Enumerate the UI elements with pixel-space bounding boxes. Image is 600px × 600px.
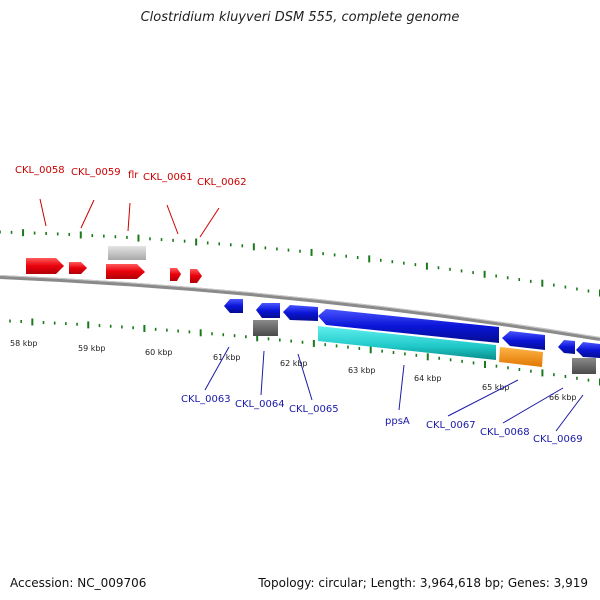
accession-text: Accession: NC_009706 xyxy=(10,576,147,590)
leader-line xyxy=(398,364,405,411)
gene-ckl-0068[interactable] xyxy=(558,340,575,354)
scale-label: 63 kbp xyxy=(348,366,376,375)
gene-ckl-0064[interactable] xyxy=(256,303,280,318)
leader-line xyxy=(166,204,179,235)
reverse-gene-track xyxy=(224,299,600,374)
gene-label-reverse[interactable]: CKL_0067 xyxy=(426,420,476,431)
gene-ckl-0065[interactable] xyxy=(283,305,318,321)
genome-backbone xyxy=(0,275,600,341)
gene-ckl-0063[interactable] xyxy=(224,299,243,313)
scale-label: 64 kbp xyxy=(414,374,442,383)
scale-labels: 58 kbp 59 kbp 60 kbp 61 kbp 62 kbp 63 kbp 64 k… xyxy=(10,339,577,402)
gene-ckl-0062[interactable] xyxy=(190,269,202,283)
scale-label: 62 kbp xyxy=(280,359,308,368)
gene-label-reverse[interactable]: CKL_0065 xyxy=(289,404,339,415)
gene-ckl-0058[interactable] xyxy=(26,258,64,274)
forward-gene-track xyxy=(26,246,202,283)
scale-label: 58 kbp xyxy=(10,339,38,348)
gene-label-reverse[interactable]: CKL_0068 xyxy=(480,427,530,438)
leader-line xyxy=(447,379,519,417)
upper-tick-row xyxy=(0,229,600,297)
cds-ckl-0064-feature[interactable] xyxy=(253,320,278,336)
genome-summary-text: Topology: circular; Length: 3,964,618 bp… xyxy=(258,576,588,590)
gene-flr[interactable] xyxy=(106,264,145,279)
gene-ckl-0069[interactable] xyxy=(576,342,600,358)
gene-label-forward[interactable]: CKL_0058 xyxy=(15,165,65,176)
gene-label-forward[interactable]: CKL_0062 xyxy=(197,177,247,188)
gene-leader-lines xyxy=(39,198,584,432)
cds-ckl-0069-feature[interactable] xyxy=(572,358,596,374)
leader-line xyxy=(39,198,47,227)
gene-label-reverse[interactable]: CKL_0064 xyxy=(235,399,285,410)
gene-ckl-0059[interactable] xyxy=(69,262,87,274)
cds-ckl-0067-feature[interactable] xyxy=(499,347,543,367)
genome-backbone-highlight xyxy=(0,275,600,338)
cds-flr-pseudo[interactable] xyxy=(108,246,146,260)
gene-label-reverse[interactable]: CKL_0063 xyxy=(181,394,231,405)
leader-line xyxy=(127,202,131,232)
gene-label-forward[interactable]: CKL_0059 xyxy=(71,167,121,178)
gene-ckl-0061[interactable] xyxy=(170,268,181,281)
leader-line xyxy=(204,346,230,391)
leader-line xyxy=(297,353,313,401)
gene-labels: CKL_0058 CKL_0059 flr CKL_0061 CKL_0062 CKL_0… xyxy=(15,165,583,445)
cds-ppsa-feature[interactable] xyxy=(318,326,496,360)
leader-line xyxy=(80,199,95,229)
scale-label: 59 kbp xyxy=(78,344,106,353)
gene-label-reverse[interactable]: ppsA xyxy=(385,416,410,427)
page-title: Clostridium kluyveri DSM 555, complete g… xyxy=(140,10,460,25)
gene-label-forward[interactable]: flr xyxy=(128,170,139,181)
gene-label-forward[interactable]: CKL_0061 xyxy=(143,172,193,183)
scale-label: 60 kbp xyxy=(145,348,173,357)
scale-label: 66 kbp xyxy=(549,393,577,402)
leader-line xyxy=(260,350,265,396)
leader-line xyxy=(199,207,220,238)
leader-line xyxy=(555,394,584,432)
leader-line xyxy=(502,387,564,424)
scale-label: 61 kbp xyxy=(213,353,241,362)
gene-label-reverse[interactable]: CKL_0069 xyxy=(533,434,583,445)
gene-ckl-0067[interactable] xyxy=(502,331,545,350)
scale-label: 65 kbp xyxy=(482,383,510,392)
gene-ppsa[interactable] xyxy=(318,309,499,343)
